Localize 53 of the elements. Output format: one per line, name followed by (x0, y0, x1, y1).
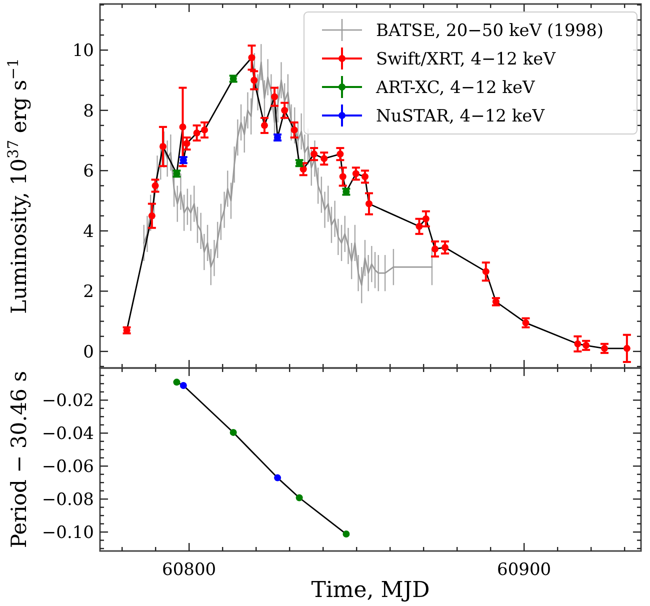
y-tick-label: −0.10 (42, 523, 94, 544)
point (248, 54, 256, 62)
point (482, 268, 490, 276)
point (310, 150, 318, 158)
point (290, 126, 298, 134)
point (342, 530, 350, 538)
y-axis-title: Period − 30.46 s (7, 371, 31, 548)
legend-label: ART-XC, 4−12 keV (375, 78, 536, 98)
y-tick-label: −0.04 (42, 424, 94, 444)
legend-label: BATSE, 20−50 keV (1998) (376, 21, 604, 41)
point (339, 173, 346, 180)
point (442, 244, 449, 251)
point (274, 474, 282, 482)
y-tick-label: 4 (83, 222, 94, 242)
point (416, 222, 423, 230)
y-tick-label: 6 (83, 162, 94, 182)
point (300, 166, 307, 173)
x-axis-title: Time, MJD (311, 578, 430, 603)
y-tick-label: −0.02 (42, 391, 94, 412)
y-tick-label: −0.08 (42, 490, 94, 510)
point (193, 129, 200, 136)
point (230, 428, 237, 436)
point (296, 494, 303, 502)
point (201, 126, 208, 134)
point (352, 170, 360, 178)
point (320, 155, 328, 162)
point (250, 76, 258, 84)
point (183, 140, 190, 148)
point (152, 182, 159, 190)
point (281, 106, 288, 114)
point (365, 200, 372, 208)
legend-label: Swift/XRT, 4−12 keV (376, 50, 556, 70)
point (623, 344, 630, 352)
point (173, 378, 180, 386)
y-tick-label: 0 (83, 342, 94, 362)
y-tick-label: −0.06 (42, 457, 94, 478)
point (361, 173, 368, 180)
point (180, 382, 187, 389)
legend-label: NuSTAR, 4−12 keV (376, 106, 546, 126)
point (148, 212, 156, 220)
y-tick-label: 8 (83, 101, 94, 122)
point (431, 245, 438, 252)
x-tick-label: 60800 (162, 560, 216, 580)
point (260, 122, 268, 129)
point (159, 143, 166, 150)
point (574, 340, 582, 348)
y-tick-label: 2 (83, 282, 94, 302)
y-tick-label: 10 (72, 41, 94, 62)
point (271, 93, 278, 100)
x-tick-label: 60900 (497, 560, 552, 580)
point (179, 123, 186, 130)
point (336, 150, 344, 158)
point (422, 215, 430, 222)
